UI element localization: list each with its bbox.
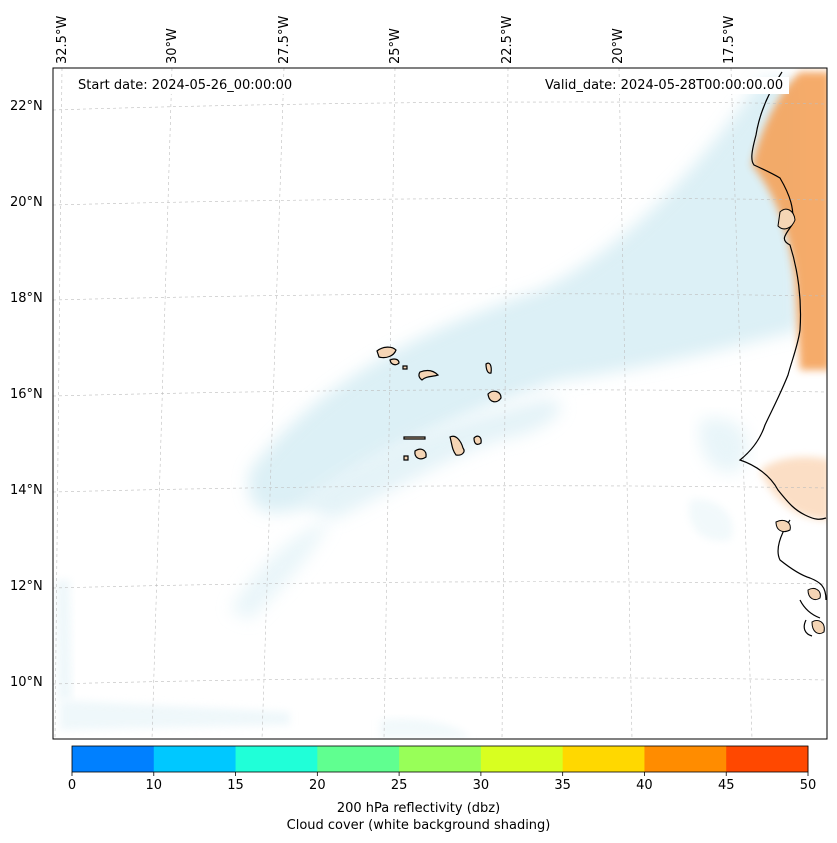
lat-label-22n: 22°N [10,99,43,114]
island-sao-vicente [389,358,400,366]
colorbar-frame [71,745,809,773]
lon-label-32-5w: 32.5°W [55,15,70,64]
lat-label-10n: 10°N [10,675,43,690]
island-fogo [414,448,427,460]
coast-island-2 [811,619,825,635]
african-coastline [738,71,827,637]
cape-verde-islands [376,346,502,461]
lon-label-22-5w: 22.5°W [500,15,515,64]
colorbar-segment [153,746,237,772]
island-santo-antao [376,346,397,359]
island-sao-nicolau [418,369,440,381]
colorbar-segment [480,746,564,772]
lon-label-25w: 25°W [388,28,403,64]
colorbar-tick-label: 35 [554,778,571,793]
lat-label-18n: 18°N [10,291,43,306]
colorbar-segment [644,746,727,772]
african-land-patch [777,208,796,230]
colorbar-segment [317,746,400,772]
cloud-cover-shading [56,80,801,738]
colorbar-tick-label: 50 [799,778,817,793]
lon-label-27-5w: 27.5°W [277,15,292,64]
lon-label-20w: 20°W [611,28,626,64]
colorbar-segment [399,746,482,772]
colorbar-segment [72,746,155,772]
coast-island-1 [775,519,791,533]
island-boa-vista [487,390,502,403]
coast-island-3 [807,587,821,601]
colorbar-tick-label: 45 [717,778,735,793]
colorbar-tick-label: 15 [227,778,244,793]
lat-label-16n: 16°N [10,387,43,402]
colorbar-label-cloud-cover: Cloud cover (white background shading) [286,818,551,833]
colorbar-tick-label: 20 [309,778,326,793]
start-date-label: Start date: 2024-05-26_00:00:00 [72,77,299,94]
lon-label-30w: 30°W [165,28,180,64]
lat-label-20n: 20°N [10,195,43,210]
colorbar-tick-label: 10 [145,778,163,793]
island-brava [403,455,409,461]
colorbar-tick-label: 30 [472,778,490,793]
colorbar-segment [235,746,318,772]
island-maio [473,435,482,445]
colorbar-label-reflectivity: 200 hPa reflectivity (dbz) [336,801,501,816]
colorbar-tick-label: 40 [636,778,653,793]
island-islet [403,436,426,440]
lat-label-12n: 12°N [10,579,43,594]
lon-label-17-5w: 17.5°W [722,15,737,64]
colorbar-tick-label: 25 [390,778,408,793]
lat-label-14n: 14°N [10,483,43,498]
island-santa-luzia [402,365,408,370]
colorbar-segment [726,746,809,772]
colorbar [71,745,809,776]
colorbar-tick-label: 0 [67,778,77,793]
island-sal [485,362,492,374]
map-frame [52,67,828,740]
valid-date-label: Valid_date: 2024-05-28T00:00:00.00 [539,77,790,94]
graticule [53,68,827,739]
colorbar-segment [562,746,645,772]
island-santiago [449,435,465,456]
